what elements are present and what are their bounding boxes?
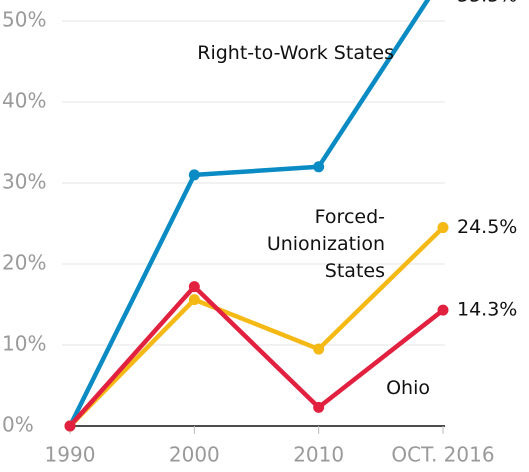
point bbox=[313, 343, 325, 355]
series-line bbox=[67, 0, 431, 427]
y-tick-label: 20% bbox=[2, 251, 46, 275]
point bbox=[313, 161, 325, 173]
series-annotation: Ohio bbox=[386, 377, 430, 399]
point bbox=[188, 281, 200, 293]
series-annotation: Right-to-Work States bbox=[197, 42, 394, 64]
point bbox=[188, 169, 200, 181]
y-tick-label: 50% bbox=[2, 8, 46, 32]
point bbox=[313, 401, 325, 413]
x-tick-label: 1990 bbox=[45, 443, 96, 467]
point bbox=[437, 304, 449, 316]
y-tick-label: 40% bbox=[2, 89, 46, 113]
value-label: 14.3% bbox=[457, 299, 517, 321]
point bbox=[64, 420, 76, 432]
x-tick-label: 2010 bbox=[293, 443, 344, 467]
y-tick-label: 10% bbox=[2, 332, 46, 356]
point bbox=[188, 294, 200, 306]
point bbox=[437, 222, 449, 234]
value-label: 24.5% bbox=[457, 216, 517, 238]
y-tick-label: 0% bbox=[2, 413, 34, 437]
x-tick-label: OCT. 2016 bbox=[391, 443, 494, 467]
x-tick-label: 2000 bbox=[169, 443, 220, 467]
series-line bbox=[68, 225, 445, 428]
value-label: 55.5% bbox=[457, 0, 517, 7]
series-line bbox=[68, 284, 445, 428]
series-annotation: Forced-Unionization States bbox=[266, 206, 385, 282]
y-tick-label: 30% bbox=[2, 170, 46, 194]
